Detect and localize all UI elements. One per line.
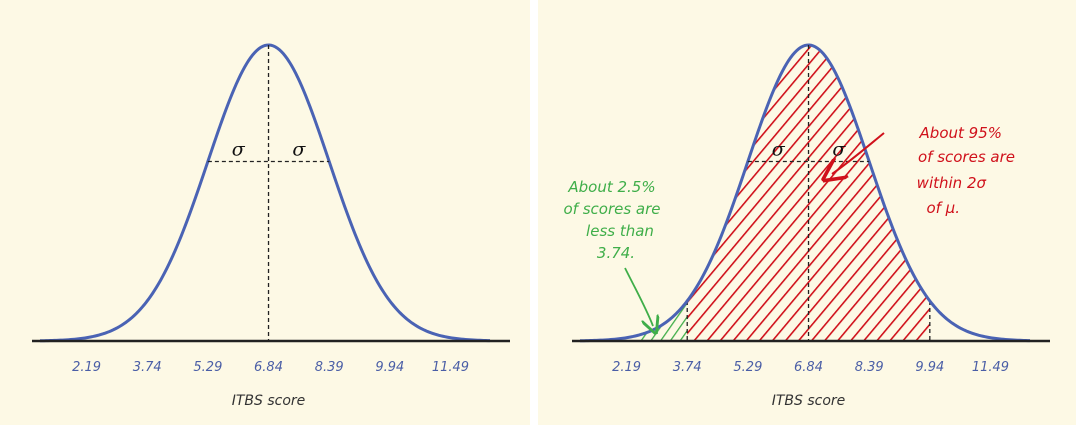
tick-label: 2.19	[72, 360, 101, 375]
red-annotation-line-1: About 95%	[919, 124, 1002, 142]
red-annotation: About 95% of scores are within 2σ of μ.	[832, 124, 1015, 217]
green-annotation-arrow	[624, 267, 653, 326]
left-sigma-label-left: σ	[232, 138, 246, 160]
green-annotation-line-1: About 2.5%	[567, 178, 655, 196]
tick-label: 8.39	[315, 360, 344, 375]
right-x-axis-label: ITBS score	[772, 393, 846, 409]
green-annotation-line-4: 3.74.	[597, 244, 635, 262]
green-annotation-line-2: of scores are	[563, 200, 660, 218]
tick-label: 6.84	[254, 360, 283, 375]
right-sigma-label-left: σ	[772, 138, 786, 160]
red-annotation-arrow	[832, 132, 885, 174]
left-tick-labels: 2.19 3.74 5.29 6.84 8.39 9.94 11.49	[72, 360, 469, 375]
green-annotation: About 2.5% of scores are less than 3.74.	[563, 178, 661, 326]
tick-label: 2.19	[612, 360, 641, 375]
tick-label: 9.94	[375, 360, 404, 375]
tick-label: 5.29	[193, 360, 222, 375]
left-normal-curve	[39, 43, 491, 343]
tick-label: 6.84	[794, 360, 823, 375]
left-panel: σ σ 2.19 3.74 5.29 6.84 8.39 9.94 11.49 ITBS s…	[0, 0, 530, 425]
right-panel: σ σ 2.19 3.74 5.29 6.84 8.39 9.94 11.49 ITBS s…	[538, 0, 1076, 425]
tick-label: 9.94	[915, 360, 944, 375]
left-sigma-label-right: σ	[292, 138, 306, 160]
tick-label: 3.74	[673, 360, 702, 375]
red-annotation-line-4: of μ.	[926, 199, 960, 217]
left-panel-background	[0, 0, 530, 425]
red-annotation-line-2: of scores are	[918, 148, 1015, 166]
tick-label: 5.29	[733, 360, 762, 375]
tick-label: 11.49	[972, 360, 1009, 375]
tick-label: 11.49	[432, 360, 469, 375]
left-x-axis-label: ITBS score	[232, 393, 306, 409]
tick-label: 3.74	[133, 360, 162, 375]
right-tick-labels: 2.19 3.74 5.29 6.84 8.39 9.94 11.49	[612, 360, 1009, 375]
tick-label: 8.39	[855, 360, 884, 375]
right-sigma-label-right: σ	[832, 138, 846, 160]
red-annotation-line-3: within 2σ	[917, 174, 987, 192]
green-annotation-line-3: less than	[586, 222, 654, 240]
